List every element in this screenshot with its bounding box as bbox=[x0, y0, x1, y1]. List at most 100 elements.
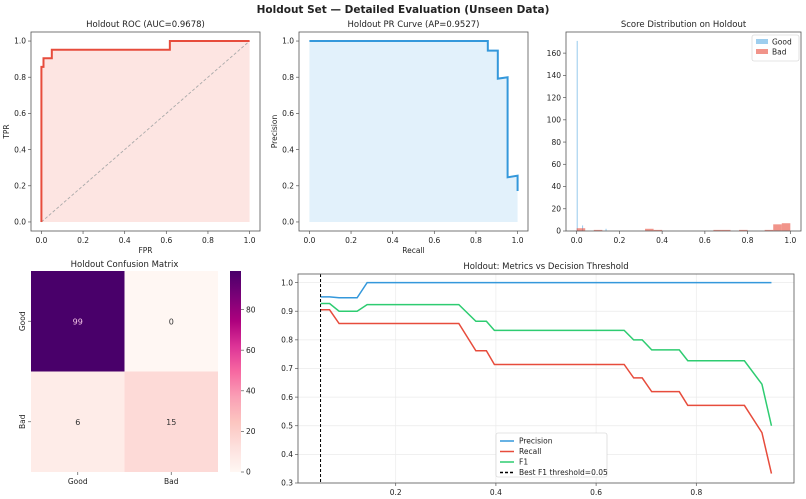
cm-title: Holdout Confusion Matrix bbox=[71, 260, 179, 270]
roc-curve bbox=[40, 40, 250, 222]
x-tick-label: 0.6 bbox=[428, 236, 440, 245]
heatmap-cell bbox=[31, 371, 125, 472]
x-tick-label: 0.4 bbox=[119, 236, 131, 245]
y-tick-label: 1.0 bbox=[14, 37, 26, 46]
y-tick-label: 0 bbox=[556, 227, 561, 236]
hist-title: Score Distribution on Holdout bbox=[621, 20, 747, 30]
hist-bar-bad bbox=[781, 223, 791, 231]
y-tick-label: 40 bbox=[551, 182, 561, 191]
x-tick-label: 0.2 bbox=[613, 236, 625, 245]
pr-area-fill bbox=[309, 41, 518, 222]
heatmap-cell bbox=[124, 371, 218, 472]
hist-bar-bad bbox=[593, 229, 603, 231]
cm-row-label: Bad bbox=[18, 414, 27, 429]
x-tick-label: 0.6 bbox=[590, 488, 602, 497]
y-tick-label: 0.3 bbox=[281, 479, 293, 488]
y-tick-label: 140 bbox=[547, 71, 562, 80]
heatmap-cell-value: 15 bbox=[166, 418, 176, 427]
colorbar: 0 20 40 60 80 bbox=[230, 271, 256, 477]
x-tick-label: 0.8 bbox=[742, 236, 754, 245]
y-tick-label: 80 bbox=[551, 138, 561, 147]
legend-label: Best F1 threshold=0.05 bbox=[519, 468, 608, 477]
metrics-title: Holdout: Metrics vs Decision Threshold bbox=[463, 262, 628, 272]
colorbar-tick-label: 0 bbox=[246, 468, 251, 477]
metric-line-recall bbox=[320, 309, 773, 474]
y-tick-label: 100 bbox=[547, 116, 562, 125]
metric-line-precision bbox=[320, 281, 772, 299]
x-tick-label: 0.4 bbox=[387, 236, 399, 245]
y-tick-label: 0.4 bbox=[282, 145, 294, 154]
y-tick-label: 0.9 bbox=[281, 307, 293, 316]
y-tick-label: 0.7 bbox=[281, 364, 293, 373]
roc-title: Holdout ROC (AUC=0.9678) bbox=[86, 20, 205, 30]
y-tick-label: 0.2 bbox=[14, 181, 26, 190]
x-tick-label: 0.8 bbox=[202, 236, 214, 245]
hist-frame bbox=[565, 31, 802, 232]
hist-bar-bad bbox=[764, 229, 774, 231]
colorbar-tick-label: 20 bbox=[246, 427, 256, 436]
roc-x-axis-label: FPR bbox=[138, 246, 152, 255]
x-tick-label: 0.8 bbox=[470, 236, 482, 245]
hist-bar-bad bbox=[721, 229, 731, 231]
pr-plot-area bbox=[309, 40, 519, 222]
pr-curve bbox=[309, 40, 519, 192]
x-tick-label: 0.2 bbox=[345, 236, 357, 245]
y-tick-label: 0.6 bbox=[14, 109, 26, 118]
y-tick-label: 0.5 bbox=[281, 421, 293, 430]
x-tick-label: 0.4 bbox=[656, 236, 668, 245]
heatmap-cell-value: 0 bbox=[169, 317, 174, 326]
heatmap-cell-value: 99 bbox=[73, 317, 83, 326]
x-tick-label: 1.0 bbox=[512, 236, 524, 245]
legend-label: F1 bbox=[519, 458, 528, 467]
y-tick-label: 0.8 bbox=[14, 73, 26, 82]
hist-bar-good bbox=[576, 40, 578, 231]
diagonal-reference-line bbox=[41, 40, 250, 223]
colorbar-tick-label: 40 bbox=[246, 386, 256, 395]
hist-bar-bad bbox=[645, 228, 654, 231]
x-tick-label: 0.0 bbox=[303, 236, 315, 245]
legend-box bbox=[495, 432, 608, 478]
y-tick-label: 120 bbox=[547, 93, 562, 102]
roc-y-axis-label: TPR bbox=[2, 124, 11, 139]
hist-bar-good bbox=[605, 228, 607, 231]
y-tick-label: 1.0 bbox=[281, 278, 293, 287]
x-tick-label: 0.2 bbox=[77, 236, 89, 245]
y-tick-label: 0.8 bbox=[282, 73, 294, 82]
legend-label: Recall bbox=[519, 447, 541, 456]
cm-col-label: Bad bbox=[164, 477, 179, 486]
y-tick-label: 20 bbox=[551, 204, 561, 213]
x-tick-label: 0.8 bbox=[690, 488, 702, 497]
pr-title: Holdout PR Curve (AP=0.9527) bbox=[348, 20, 480, 30]
legend-label-good: Good bbox=[772, 38, 792, 47]
x-tick-label: 1.0 bbox=[244, 236, 256, 245]
hist-bar-bad bbox=[773, 224, 782, 231]
roc-frame bbox=[30, 31, 261, 232]
pr-y-axis-label: Precision bbox=[270, 115, 279, 149]
x-tick-label: 1.0 bbox=[784, 236, 796, 245]
x-tick-label: 0.0 bbox=[35, 236, 47, 245]
pr-frame bbox=[298, 31, 529, 232]
colorbar-fill bbox=[230, 271, 241, 472]
colorbar-tick-label: 60 bbox=[246, 346, 256, 355]
y-tick-label: 0.4 bbox=[281, 450, 293, 459]
x-tick-label: 0.0 bbox=[571, 236, 583, 245]
y-tick-label: 1.0 bbox=[282, 37, 294, 46]
x-tick-label: 0.4 bbox=[490, 488, 502, 497]
heatmap-cell bbox=[31, 271, 125, 372]
metrics-axes: 0.2 0.4 0.6 0.8 0.3 0.4 0.5 0.6 0.7 0.8 0.9 1.0 Hold… bbox=[281, 262, 795, 499]
cm-col-label: Good bbox=[68, 477, 88, 486]
y-tick-label: 0.4 bbox=[14, 145, 26, 154]
y-tick-label: 60 bbox=[551, 160, 561, 169]
heatmap-cell bbox=[124, 271, 218, 372]
y-tick-label: 0.6 bbox=[281, 393, 293, 402]
y-tick-label: 0.0 bbox=[282, 218, 294, 227]
y-tick-label: 0.0 bbox=[14, 218, 26, 227]
roc-axes: 0.0 0.2 0.4 0.6 0.8 1.0 0.0 0.2 0.4 0.6 0.8 1.0 Hold… bbox=[2, 20, 261, 255]
x-tick-label: 0.6 bbox=[160, 236, 172, 245]
y-tick-label: 0.8 bbox=[281, 336, 293, 345]
heatmap-cell-value: 6 bbox=[75, 418, 80, 427]
metric-line-f1 bbox=[320, 302, 773, 426]
legend-swatch-bad bbox=[756, 49, 768, 54]
legend-label: Precision bbox=[519, 437, 553, 446]
